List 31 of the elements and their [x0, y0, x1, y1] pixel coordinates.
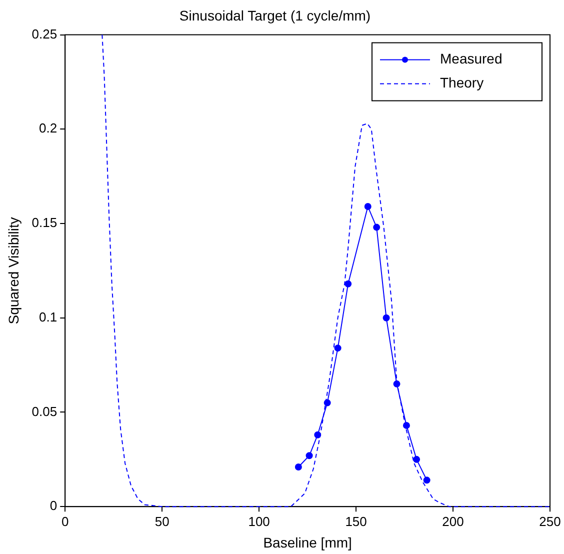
point [364, 203, 372, 210]
legend-label: Theory [440, 74, 484, 91]
point [373, 224, 380, 231]
point [334, 344, 342, 352]
point [382, 314, 390, 322]
x-tick-label: 50 [154, 514, 170, 529]
y-tick-label: 0.1 [39, 309, 58, 324]
y-tick-label: 0.2 [39, 120, 58, 136]
y-tick-label: 0.25 [32, 26, 58, 42]
point [423, 476, 430, 484]
point [413, 456, 420, 463]
line-series [102, 34, 550, 508]
x-tick-label: 100 [248, 514, 270, 529]
point [402, 422, 410, 429]
point [324, 399, 331, 406]
y-tick-label: 0.15 [32, 215, 58, 230]
point [314, 431, 322, 438]
x-tick-label: 200 [442, 514, 464, 529]
x-axis-title: Baseline [mm] [263, 534, 352, 550]
x-tick-label: 250 [539, 514, 561, 529]
point [344, 280, 352, 288]
point [294, 463, 302, 470]
point [306, 452, 313, 460]
x-tick-label: 0 [61, 514, 69, 529]
legend-label: Measured [440, 50, 502, 67]
chart-title: Sinusoidal Target (1 cycle/mm) [179, 7, 371, 24]
y-axis-title: Squared Visibility [5, 217, 22, 324]
point [393, 380, 400, 388]
x-tick-label: 150 [345, 514, 367, 529]
y-tick-label: 0.05 [32, 404, 58, 419]
y-tick-label: 0 [50, 498, 58, 514]
